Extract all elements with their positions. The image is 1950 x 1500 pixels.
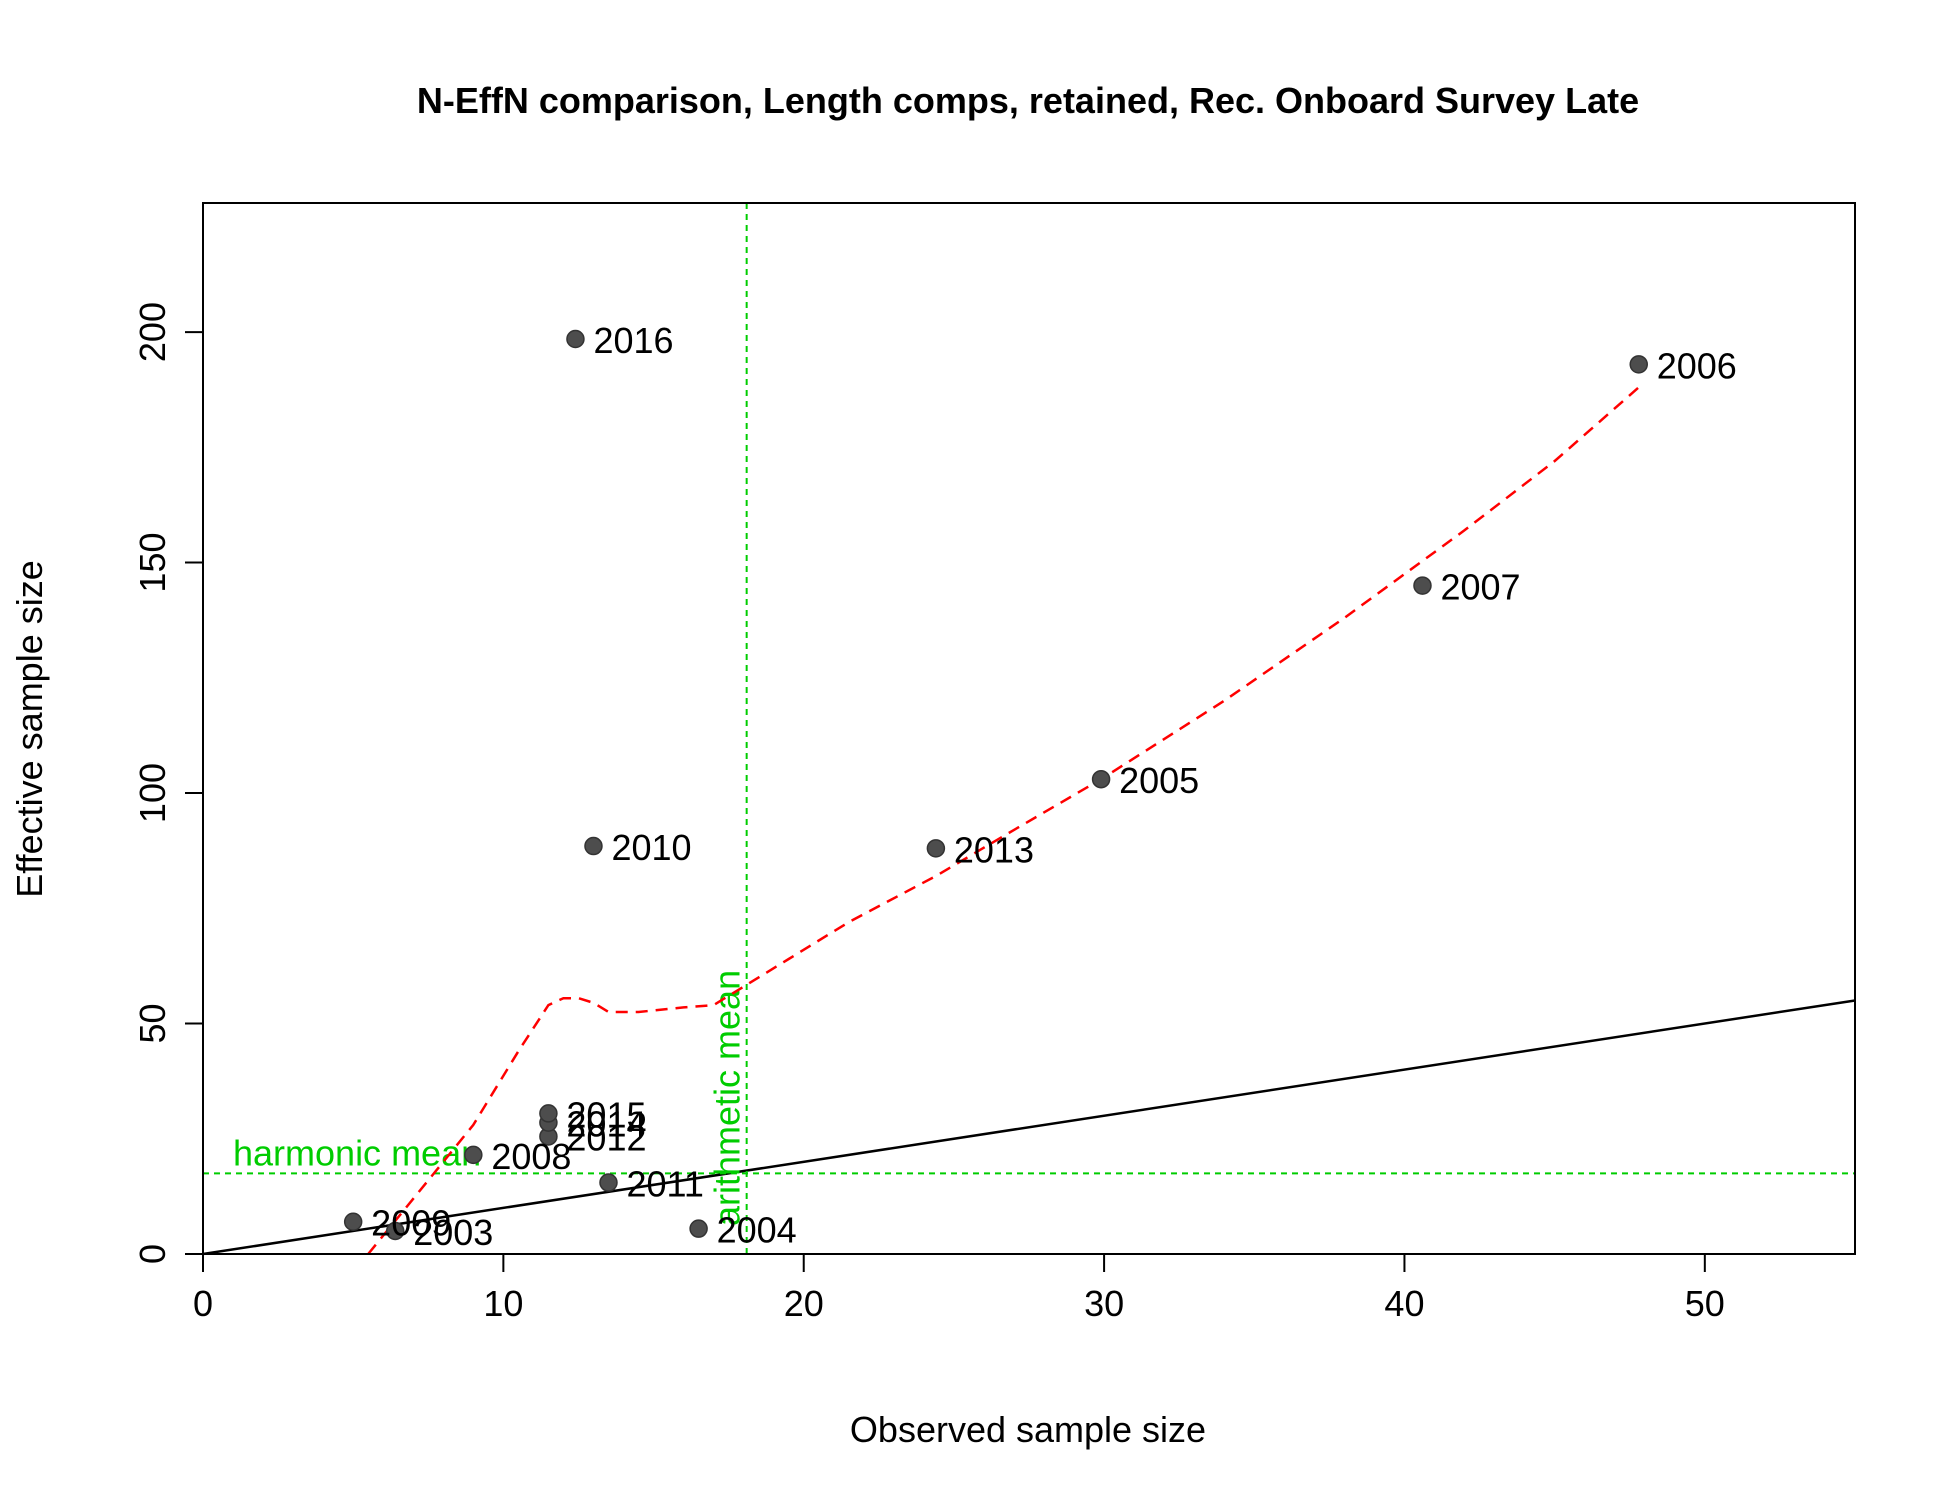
x-tick-label: 40 xyxy=(1384,1283,1424,1324)
y-axis-title: Effective sample size xyxy=(9,560,50,897)
arithmetic-mean-label: arithmetic mean xyxy=(707,970,748,1226)
point-2003 xyxy=(385,1221,405,1241)
point-2015 xyxy=(539,1104,558,1123)
y-tick-label: 0 xyxy=(132,1244,173,1264)
point-label-2015: 2015 xyxy=(566,1094,646,1135)
points-layer xyxy=(343,329,1648,1241)
point-2004 xyxy=(689,1219,708,1238)
point-label-2004: 2004 xyxy=(717,1210,797,1251)
point-2005 xyxy=(1091,769,1111,789)
point-label-2010: 2010 xyxy=(611,827,691,868)
point-label-2016: 2016 xyxy=(593,320,673,361)
y-tick-label: 50 xyxy=(132,1003,173,1043)
point-label-2009: 2009 xyxy=(371,1203,451,1244)
y-tick-label: 200 xyxy=(132,302,173,362)
point-2007 xyxy=(1413,576,1432,595)
point-label-2012: 2012 xyxy=(566,1117,646,1158)
point-labels-layer: 2003 2004 2005 2006 2007 2008 2009 2010 2011 2012… xyxy=(371,320,1737,1253)
y-tick-label: 150 xyxy=(132,533,173,593)
point-2011 xyxy=(599,1173,618,1192)
point-label-2007: 2007 xyxy=(1440,567,1520,608)
point-label-2003: 2003 xyxy=(413,1212,493,1253)
point-2013 xyxy=(926,839,946,858)
point-label-2014: 2014 xyxy=(566,1104,646,1145)
smoother-line xyxy=(367,386,1640,1255)
x-tick-label: 30 xyxy=(1084,1283,1124,1324)
point-label-2005: 2005 xyxy=(1119,760,1199,801)
y-axis: 0 50 100 150 200 xyxy=(132,302,204,1264)
reference-lines: arithmetic mean harmonic mean xyxy=(202,203,1856,1256)
y-tick-label: 100 xyxy=(132,763,173,823)
smoother-layer xyxy=(367,386,1640,1255)
point-2016 xyxy=(566,329,585,349)
point-label-2013: 2013 xyxy=(954,829,1034,870)
point-2010 xyxy=(584,836,603,856)
x-tick-label: 20 xyxy=(784,1283,824,1324)
x-tick-label: 0 xyxy=(193,1283,213,1324)
plot-frame xyxy=(202,202,1856,1255)
point-label-2008: 2008 xyxy=(491,1136,571,1177)
identity-line xyxy=(202,999,1856,1256)
point-2006 xyxy=(1629,355,1648,374)
point-label-2006: 2006 xyxy=(1657,345,1737,386)
x-axis: 0 10 20 30 40 50 xyxy=(193,1253,1725,1324)
point-label-2011: 2011 xyxy=(626,1164,703,1205)
x-axis-title: Observed sample size xyxy=(850,1409,1206,1450)
harmonic-mean-label: harmonic mean xyxy=(233,1132,481,1173)
chart-title: N-EffN comparison, Length comps, retaine… xyxy=(417,80,1639,121)
point-2008 xyxy=(464,1145,483,1165)
point-2009 xyxy=(343,1212,363,1231)
x-tick-label: 50 xyxy=(1685,1283,1725,1324)
x-tick-label: 10 xyxy=(483,1283,523,1324)
